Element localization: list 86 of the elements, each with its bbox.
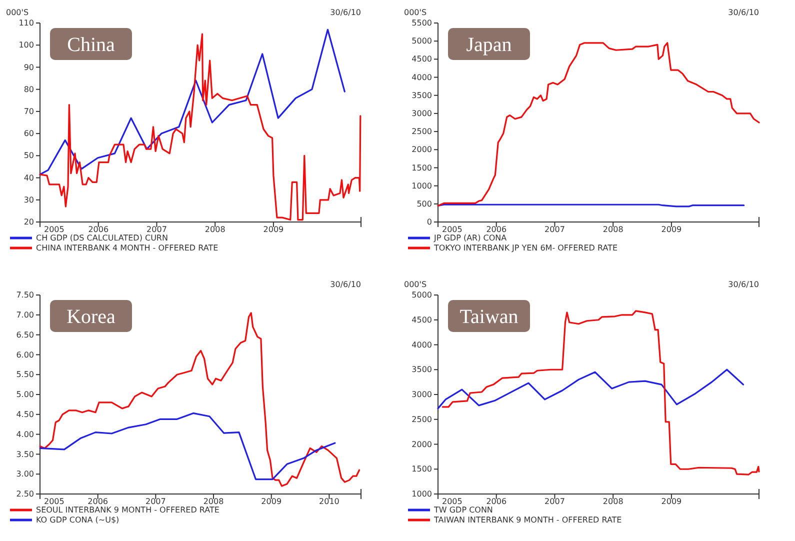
y-tick-label: 3500 (412, 365, 432, 374)
y-tick-label: 1000 (412, 490, 432, 499)
y-axis-title: 000'S (404, 280, 427, 289)
x-tick-label: 2005 (44, 497, 64, 506)
y-tick-label: 5000 (412, 36, 432, 46)
y-tick-label: 4000 (412, 72, 432, 82)
y-tick-label: 2000 (412, 440, 432, 449)
y-tick-label: 60 (24, 129, 34, 138)
legend-label: TW GDP CONN (433, 506, 493, 515)
y-tick-label: 1500 (412, 163, 432, 172)
y-axis-title: 000'S (6, 8, 29, 17)
y-tick-label: 3000 (412, 390, 432, 400)
y-tick-label: 0 (426, 218, 432, 227)
y-tick-label: 3.50 (16, 450, 34, 459)
x-tick-label: 2008 (602, 225, 624, 234)
legend-label: TAIWAN INTERBANK 9 MONTH - OFFERED RATE (433, 516, 622, 525)
y-tick-label: 3000 (412, 109, 432, 118)
x-tick-label: 2005 (44, 225, 64, 234)
y-tick-label: 6.00 (16, 350, 34, 360)
y-tick-label: 3.00 (16, 470, 34, 479)
y-tick-label: 4.50 (16, 410, 34, 419)
y-tick-label: 4.00 (16, 430, 34, 439)
y-tick-label: 50 (24, 151, 34, 160)
x-tick-label: 2008 (203, 497, 224, 506)
text: Korea (66, 306, 116, 328)
y-tick-label: 40 (24, 173, 34, 182)
x-tick-label: 2007 (544, 225, 565, 234)
x-tick-label: 2007 (145, 497, 166, 506)
legend-label: JP GDP (AR) CONA (433, 234, 508, 243)
legend-label: SEOUL INTERBANK 9 MONTH - OFFERED RATE (36, 506, 220, 515)
legend-label: TOKYO INTERBANK JP YEN 6M- OFFERED RATE (433, 244, 618, 253)
x-tick-label: 2006 (88, 497, 108, 506)
x-tick-label: 2005 (442, 225, 462, 234)
x-tick-label: 2007 (544, 497, 565, 506)
y-tick-label: 2500 (412, 127, 432, 136)
y-tick-label: 30 (24, 195, 34, 204)
x-tick-label: 2010 (319, 497, 340, 506)
y-tick-label: 1000 (412, 181, 432, 190)
x-tick-label: 2005 (442, 497, 462, 506)
text: 30/6/10 (330, 280, 361, 289)
x-tick-label: 2009 (661, 225, 682, 234)
y-tick-label: 2000 (412, 145, 432, 154)
line-series (39, 412, 336, 480)
line-series (39, 28, 346, 176)
x-tick-label: 2006 (88, 225, 109, 234)
y-axis-title: 000'S (404, 8, 427, 17)
y-tick-label: 5.00 (16, 390, 34, 400)
y-tick-label: 1500 (412, 464, 432, 474)
text: Taiwan (460, 306, 518, 328)
y-tick-label: 500 (416, 199, 432, 208)
y-tick-label: 7.50 (16, 290, 34, 300)
y-tick-label: 7.00 (16, 310, 34, 320)
text: 30/6/10 (728, 280, 759, 289)
x-tick-label: 2009 (661, 497, 682, 506)
y-tick-label: 5500 (412, 18, 432, 28)
x-tick-label: 2009 (261, 497, 282, 506)
y-tick-label: 20 (24, 218, 34, 227)
line-series (442, 310, 760, 476)
x-tick-label: 2006 (486, 497, 507, 506)
x-tick-label: 2006 (486, 225, 507, 234)
y-tick-label: 4500 (412, 315, 432, 324)
y-tick-label: 4000 (412, 340, 432, 350)
legend-label: CH GDP (DS CALCULATED) CURN (36, 234, 168, 243)
text: China (67, 34, 116, 56)
y-tick-label: 5.50 (16, 370, 34, 380)
y-tick-label: 2.50 (16, 490, 34, 499)
x-tick-label: 2008 (204, 225, 226, 234)
y-tick-label: 5000 (412, 290, 432, 300)
x-tick-label: 2008 (602, 497, 624, 506)
line-series (437, 368, 744, 410)
text: 30/6/10 (330, 8, 361, 17)
x-tick-label: 2009 (263, 225, 284, 234)
y-tick-label: 90 (24, 62, 34, 72)
legend-label: CHINA INTERBANK 4 MONTH - OFFERED RATE (36, 244, 218, 253)
x-tick-label: 2007 (146, 225, 167, 234)
y-tick-label: 80 (24, 84, 34, 94)
y-tick-label: 70 (24, 107, 34, 116)
y-tick-label: 3500 (412, 90, 432, 100)
y-tick-label: 100 (18, 40, 34, 50)
y-tick-label: 6.50 (16, 330, 34, 340)
y-tick-label: 110 (18, 18, 34, 28)
y-tick-label: 2500 (412, 414, 432, 424)
text: Japan (466, 34, 512, 56)
text: 30/6/10 (728, 8, 759, 17)
y-tick-label: 4500 (412, 54, 432, 64)
legend-label: KO GDP CONA (~U$) (36, 516, 120, 525)
